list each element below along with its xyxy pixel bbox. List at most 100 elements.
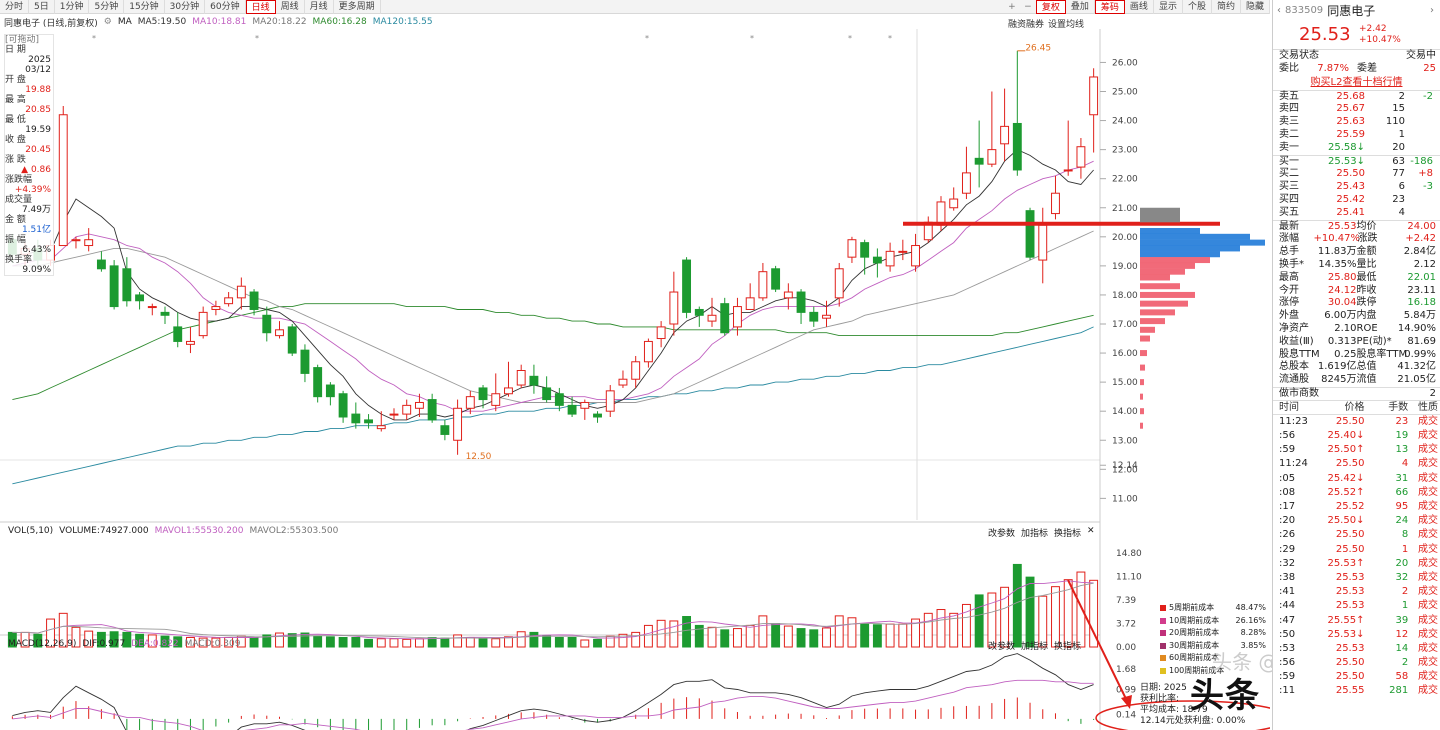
kline-chart[interactable]: 26.00 25.00 24.00 23.00 22.00 21.00 20.00 19.00… [0,15,1270,730]
stat-cell: 净资产 [1279,322,1309,334]
volume-bar [847,617,857,648]
trade-cell: 66 [1395,486,1409,498]
trade-list[interactable]: 时间 价格 手数 性质 11:23 25.50 23 成交:56 25.40↓ 19 成交:59 25… [1273,401,1440,699]
volume-bar [427,636,437,648]
price-axis-label: 20.00 [1112,233,1138,243]
legend-label: 60周期前成本 [1169,653,1220,663]
back-icon[interactable]: ‹ [1277,4,1281,16]
macd-swap-indicator-button[interactable]: 换指标 [1054,642,1082,652]
margin-trading-button[interactable]: 融资融券 [1008,20,1045,30]
candle-body [465,396,475,409]
stat-row: 今开 24.12 昨收 23.11 [1273,285,1440,298]
candle-body [325,384,335,398]
stat-cell: 最高 [1279,271,1299,283]
book-row: 买一 25.53↓ 63 -186 [1273,156,1440,169]
volume-bar [275,632,284,648]
toolbar-right: + − 复权 叠加 筹码 画线 显示 个股 简约 隐藏 [1004,0,1270,14]
trade-row: :59 25.50↑ 13 成交 [1273,443,1440,457]
vol-add-indicator-button[interactable]: 加指标 [1021,529,1049,539]
trade-cell: 成交 [1418,458,1438,470]
info-key: 收 盘 [5,135,26,145]
candle-body [1038,224,1048,261]
candle-body [567,404,577,415]
trade-cell: 13 [1395,444,1409,456]
period-tab-5[interactable]: 30分钟 [165,0,206,14]
price-change: +2.42 [1359,23,1387,34]
zoom-in-icon[interactable]: + [1008,1,1016,12]
toolbar-button-1[interactable]: 叠加 [1066,0,1095,14]
chip-cost-box: 日期: 2025 获利比率: 平均成本: 18.79 12.14元处获利盘: 0… [1140,683,1245,727]
book-cell: 4 [1398,206,1405,218]
l2-link[interactable]: 购买L2查看十档行情 [1310,76,1403,88]
mavol1-value: MAVOL1:55530.200 [154,526,244,536]
candle-body [364,419,373,424]
macd-title: MACD(12,26,9) [8,639,77,649]
volume-value: VOLUME:74927.000 [59,526,149,536]
chip-bar [1140,239,1265,246]
period-tab-3[interactable]: 5分钟 [89,0,125,14]
volume-bar [46,618,55,648]
macd-params-button[interactable]: 改参数 [988,642,1016,652]
settings-icon[interactable]: ⚙ [103,17,112,27]
toolbar-button-7[interactable]: 隐藏 [1241,0,1270,14]
forward-icon[interactable]: › [1430,4,1434,16]
trade-cell: 成交 [1418,472,1438,484]
toolbar-button-5[interactable]: 个股 [1183,0,1212,14]
period-tab-4[interactable]: 15分钟 [124,0,165,14]
candle-body [745,297,755,310]
chip-avg-cost: 18.79 [1181,705,1208,715]
trade-cell: 4 [1401,458,1409,470]
info-panel[interactable]: [可拖动] 日 期 2025 03/12 开 盘 19.88 最 高 20.85 最 低 19.5… [4,34,54,276]
stat-cell: 流值 [1356,374,1377,386]
book-cell: 买一 [1279,155,1299,167]
volume-bar [593,638,602,648]
stat-cell: 21.05亿 [1397,374,1436,386]
toolbar-button-4[interactable]: 显示 [1154,0,1183,14]
vol-swap-indicator-button[interactable]: 换指标 [1054,529,1082,539]
candle-body [936,201,946,226]
vol-params-button[interactable]: 改参数 [988,529,1016,539]
candle-body [529,375,539,386]
zoom-out-icon[interactable]: − [1024,1,1032,12]
period-tab-9[interactable]: 月线 [305,0,334,14]
trade-cell: 成交 [1418,600,1438,612]
toolbar-button-6[interactable]: 简约 [1212,0,1241,14]
trade-cell: 11:24 [1279,458,1308,470]
price-axis-label: 12.14 [1112,461,1138,471]
period-tab-10[interactable]: 更多周期 [334,0,381,14]
candle-body [809,311,819,322]
trade-cell: 成交 [1418,486,1438,498]
volume-bar [771,623,781,648]
vol-close-icon[interactable]: ✕ [1087,526,1095,536]
trade-cell: 281 [1389,685,1409,697]
stat-cell: 涨停 [1279,297,1299,309]
candle-body [694,308,704,316]
toolbar-button-2[interactable]: 筹码 [1094,0,1125,14]
period-tab-1[interactable]: 5日 [29,0,55,14]
price-axis-label: 24.00 [1112,117,1138,127]
volume-bar [949,612,959,648]
volume-bar [529,631,539,648]
book-cell: 25.67 [1336,103,1365,115]
chip-legend-item: 20周期前成本 8.28% [1160,627,1266,640]
price-axis-label: 12.00 [1112,465,1138,475]
volume-bar [1076,571,1086,648]
stat-cell: 昨收 [1356,284,1377,296]
period-tab-2[interactable]: 1分钟 [55,0,90,14]
toolbar-button-3[interactable]: 画线 [1125,0,1154,14]
period-tab-0[interactable]: 分时 [0,0,30,14]
period-tab-6[interactable]: 60分钟 [205,0,246,14]
volume-title: VOL(5,10) [8,526,54,536]
candle-body [186,340,195,345]
chip-bar [1140,326,1155,333]
toolbar-button-0[interactable]: 复权 [1035,0,1066,14]
chart-area[interactable]: 26.00 25.00 24.00 23.00 22.00 21.00 20.00 19.00… [0,15,1270,730]
period-tab-8[interactable]: 周线 [276,0,305,14]
trade-row: :20 25.50↓ 24 成交 [1273,514,1440,528]
macd-axis-label: 0.99 [1116,685,1136,695]
ma-settings-button[interactable]: 设置均线 [1048,20,1085,30]
candle-body [593,413,602,418]
period-tab-7[interactable]: 日线 [245,0,276,14]
volume-bar [262,634,272,648]
macd-add-indicator-button[interactable]: 加指标 [1021,642,1049,652]
